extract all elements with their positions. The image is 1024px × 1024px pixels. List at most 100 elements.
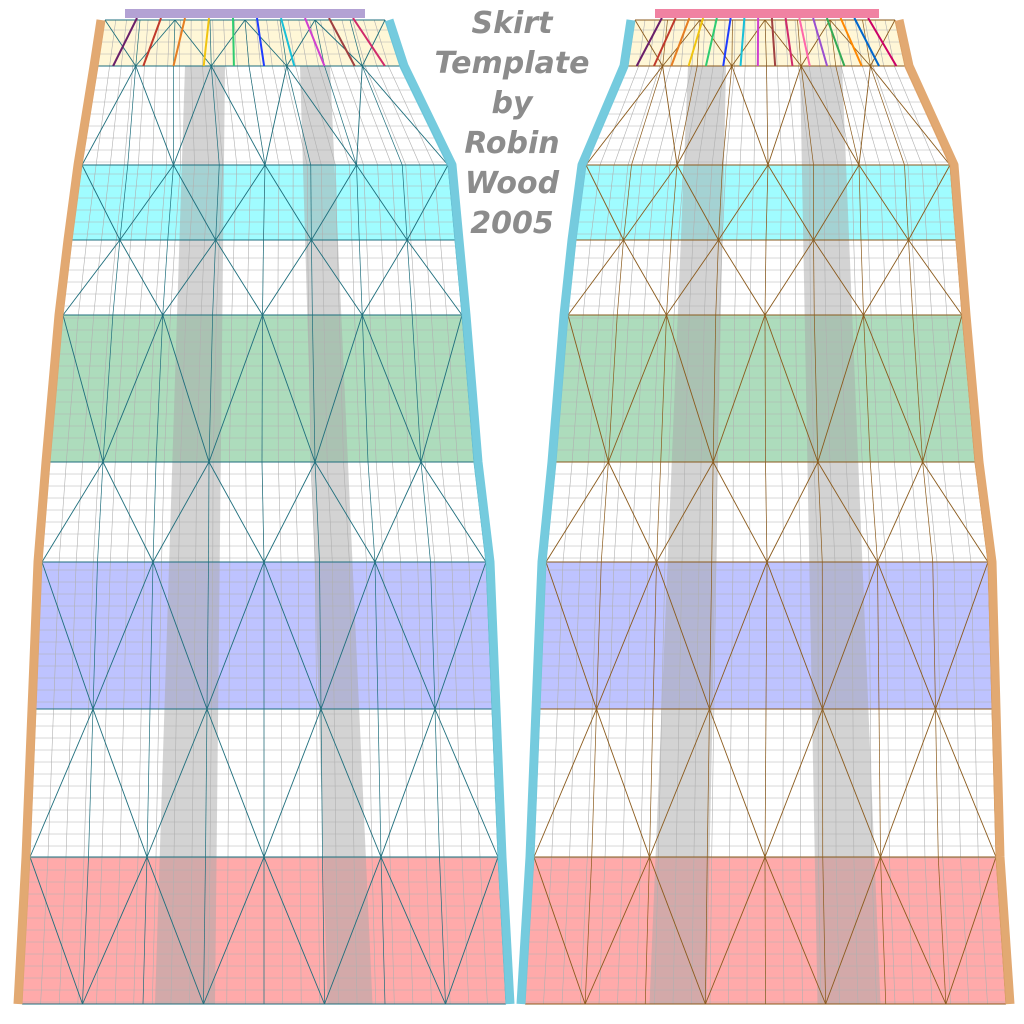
mesh-diagonal (361, 314, 422, 463)
mesh-diagonal (922, 314, 963, 463)
mesh-diagonal (361, 65, 449, 166)
mesh-diagonal (173, 65, 212, 166)
waist-tick (798, 17, 811, 67)
mesh-diagonal (152, 461, 210, 563)
grid-line (207, 19, 224, 1005)
mesh-diagonal (92, 708, 148, 858)
mesh-diagonal (858, 164, 909, 241)
mesh-edge (112, 239, 121, 316)
waist-tick (670, 17, 691, 67)
mesh-edge (324, 65, 357, 166)
mesh-diagonal (361, 19, 386, 67)
mesh-edge (937, 856, 947, 1005)
mesh-diagonal (215, 164, 266, 241)
waist-tick (635, 17, 663, 67)
mesh-edge (262, 239, 264, 316)
grid-line (266, 19, 302, 1005)
grid-line (654, 19, 706, 1005)
waist-tick (867, 17, 898, 67)
mesh-diagonal (29, 708, 94, 858)
mesh-edge (310, 164, 312, 241)
mesh-edge (904, 164, 909, 241)
grid-line (373, 19, 488, 1005)
mesh-edge (631, 65, 663, 166)
mesh-edge (797, 19, 802, 67)
gray-gore (649, 66, 726, 1004)
mesh-diagonal (676, 65, 733, 166)
gray-gore (800, 66, 881, 1004)
grid-line (77, 19, 138, 1005)
mesh-edge (377, 708, 382, 858)
title-line-2: Template (434, 46, 590, 81)
mesh-diagonal (585, 164, 624, 241)
waist-tick (232, 17, 235, 67)
title-line-1: Skirt (471, 6, 553, 41)
color-band (576, 165, 956, 240)
mesh-diagonal (767, 164, 814, 241)
grid-line (223, 19, 238, 1005)
mesh-edge (349, 19, 363, 67)
grid-line (561, 19, 656, 1005)
mesh-diagonal (361, 239, 408, 316)
mesh-edge (764, 314, 766, 463)
mesh-edge (82, 856, 89, 1005)
mesh-edge (764, 19, 767, 67)
waist-tick (739, 17, 746, 67)
grid-line (814, 19, 859, 1005)
mesh-edge (765, 164, 769, 241)
grid-line (874, 19, 970, 1005)
mesh-diagonal (945, 856, 997, 1005)
mesh-diagonal (173, 164, 217, 241)
mesh-edge (374, 561, 379, 710)
mesh-edge (644, 856, 650, 1005)
mesh-diagonal (870, 65, 951, 166)
grid-line (543, 19, 646, 1005)
mesh-diagonal (699, 19, 733, 67)
mesh-diagonal (406, 164, 449, 241)
mesh-edge (119, 164, 129, 241)
mesh-diagonal (135, 65, 174, 166)
mesh-edge (152, 461, 157, 563)
mesh-edge (127, 65, 137, 166)
mesh-diagonal (666, 239, 719, 316)
left-skirt-panel (13, 9, 515, 1005)
grid-line (844, 19, 914, 1005)
mesh-edge (208, 461, 210, 563)
mesh-edge (173, 19, 176, 67)
mesh-diagonal (135, 19, 176, 67)
mesh-edge (210, 65, 220, 166)
mesh-diagonal (119, 164, 174, 241)
mesh-diagonal (623, 239, 667, 316)
grid-line (152, 19, 181, 1005)
mesh-edge (312, 314, 316, 463)
mesh-edge (591, 708, 597, 858)
mesh-edge (263, 164, 266, 241)
mesh-edge (870, 65, 905, 166)
mesh-edge (813, 314, 819, 463)
mesh-diagonal (92, 561, 154, 710)
waist-tick (704, 17, 718, 67)
grid-line (728, 19, 746, 1005)
mesh-diagonal (162, 239, 216, 316)
mesh-edge (320, 708, 323, 858)
waist-tick (280, 17, 296, 67)
mesh-diagonal (813, 239, 864, 316)
mesh-diagonal (829, 19, 871, 67)
mesh-diagonal (935, 708, 997, 858)
mesh-edge (261, 314, 263, 463)
grid-line (320, 19, 395, 1005)
mesh-edge (932, 561, 936, 710)
mesh-diagonal (623, 164, 678, 241)
mesh-diagonal (320, 561, 376, 710)
grid-line (709, 19, 736, 1005)
mesh-edge (149, 561, 154, 710)
mesh-diagonal (374, 561, 436, 710)
waist-tick (304, 17, 326, 67)
waist-tick (839, 17, 863, 67)
mesh-diagonal (320, 708, 382, 858)
mesh-diagonal (380, 856, 446, 1005)
mesh-diagonal (731, 19, 766, 67)
mesh-edge (722, 65, 733, 166)
mesh-edge (406, 239, 413, 316)
mesh-edge (380, 856, 386, 1005)
